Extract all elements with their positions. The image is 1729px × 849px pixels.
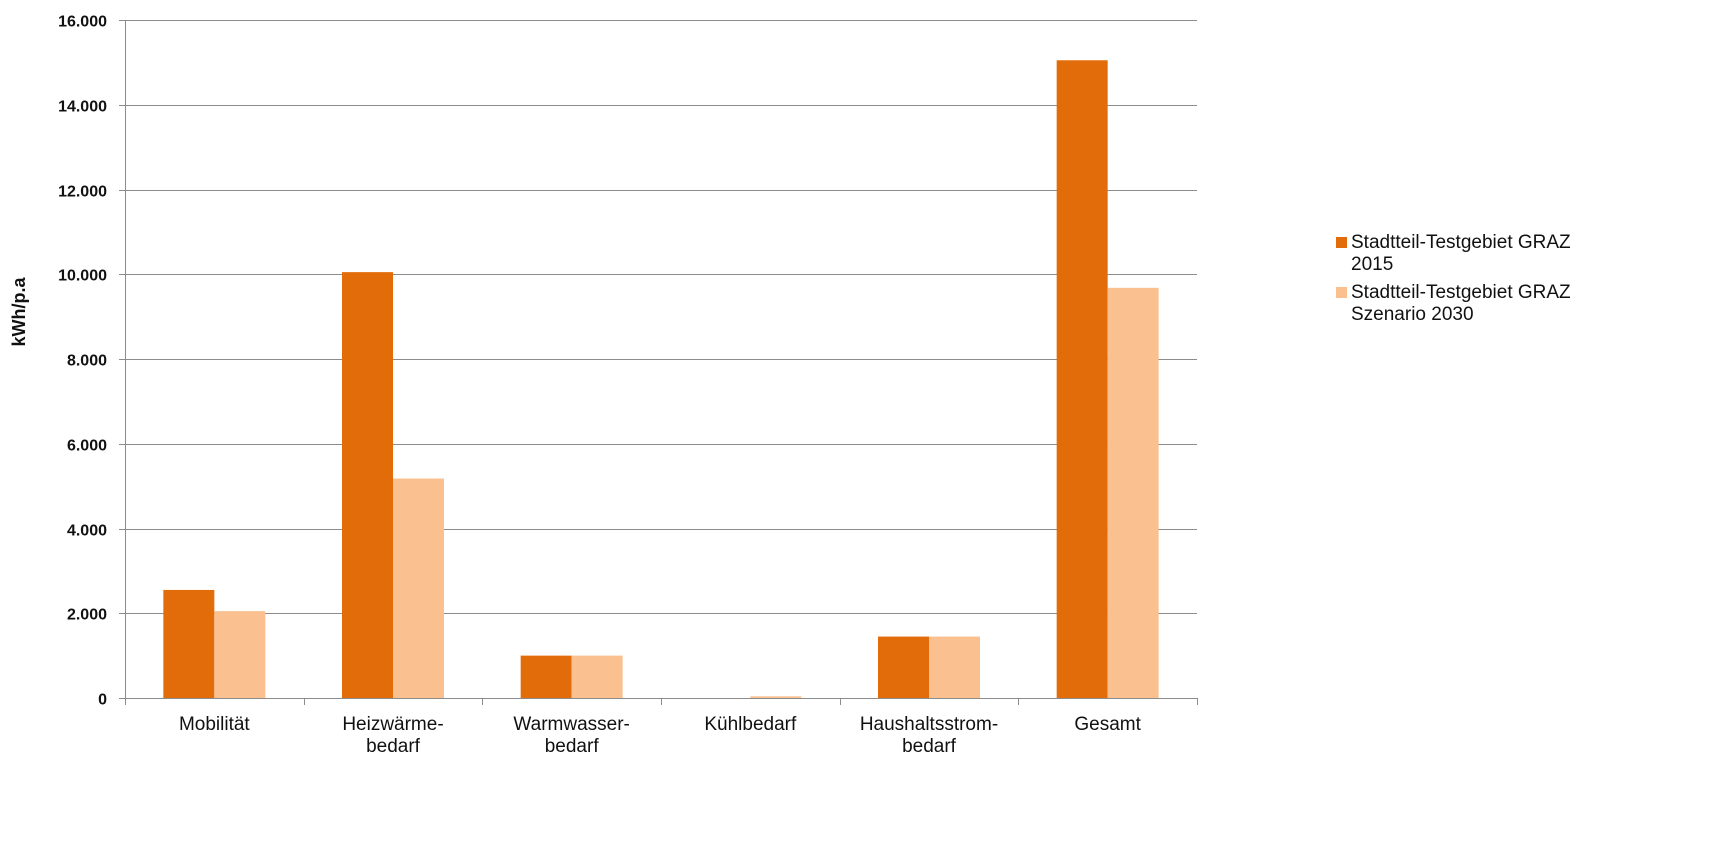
- x-category-label-line: Mobilität: [179, 714, 250, 735]
- x-category-label-line: Heizwärme-: [342, 714, 443, 735]
- x-category-label-line: bedarf: [545, 736, 600, 757]
- x-category-label: Gesamt: [1074, 714, 1141, 735]
- x-category-label-line: Haushaltsstrom-: [860, 714, 998, 735]
- legend-swatch: [1336, 237, 1347, 248]
- y-axis-label: kWh/p.a: [9, 277, 29, 347]
- legend-label: Stadtteil-Testgebiet GRAZ Szenario 2030: [1351, 282, 1571, 325]
- legend-label-line: Szenario 2030: [1351, 304, 1474, 325]
- legend-label-line: Stadtteil-Testgebiet GRAZ: [1351, 282, 1571, 303]
- legend-swatch: [1336, 287, 1347, 298]
- bar: [878, 636, 929, 698]
- bar: [214, 611, 266, 698]
- x-category-label: Kühlbedarf: [704, 714, 797, 735]
- gridlines: [125, 20, 1197, 614]
- x-category-labels: Mobilität Heizwärme-bedarfWarmwasser-beda…: [179, 714, 1142, 757]
- y-tick-labels: 0 2.000 4.000 6.000 8.000 10.000 12.000 14.000 1…: [58, 14, 107, 709]
- bar: [1107, 287, 1159, 698]
- y-tick-label: 6.000: [67, 438, 107, 455]
- legend: Stadtteil-Testgebiet GRAZ 2015Stadtteil-T…: [1336, 232, 1571, 325]
- bar: [929, 636, 980, 698]
- axes: [119, 20, 1198, 705]
- bar: [342, 272, 393, 698]
- y-tick-label: 10.000: [58, 268, 107, 285]
- y-tick-label: 12.000: [58, 184, 107, 201]
- y-tick-label: 14.000: [58, 99, 107, 116]
- y-tick-label: 4.000: [67, 523, 107, 540]
- x-category-label-line: bedarf: [902, 736, 957, 757]
- y-tick-label: 0: [98, 692, 107, 709]
- y-tick-label: 2.000: [67, 607, 107, 624]
- x-category-label-line: Gesamt: [1074, 714, 1141, 735]
- x-category-label: Heizwärme-bedarf: [342, 714, 443, 757]
- y-tick-label: 16.000: [58, 14, 107, 31]
- x-category-label: Haushaltsstrom-bedarf: [860, 714, 998, 757]
- y-tick-label: 8.000: [67, 353, 107, 370]
- bars: [163, 60, 1159, 699]
- x-category-label: Warmwasser-bedarf: [513, 714, 629, 757]
- x-category-label-line: Kühlbedarf: [704, 714, 797, 735]
- legend-label-line: Stadtteil-Testgebiet GRAZ: [1351, 232, 1571, 253]
- bar: [393, 478, 444, 698]
- x-category-label: Mobilität: [179, 714, 250, 735]
- bar: [750, 696, 802, 698]
- bar: [1056, 60, 1108, 699]
- bar: [163, 589, 215, 698]
- x-category-label-line: Warmwasser-: [513, 714, 629, 735]
- bar: [520, 655, 572, 698]
- bar: [571, 655, 623, 698]
- legend-label-line: 2015: [1351, 254, 1393, 275]
- legend-label: Stadtteil-Testgebiet GRAZ 2015: [1351, 232, 1571, 275]
- x-category-label-line: bedarf: [366, 736, 421, 757]
